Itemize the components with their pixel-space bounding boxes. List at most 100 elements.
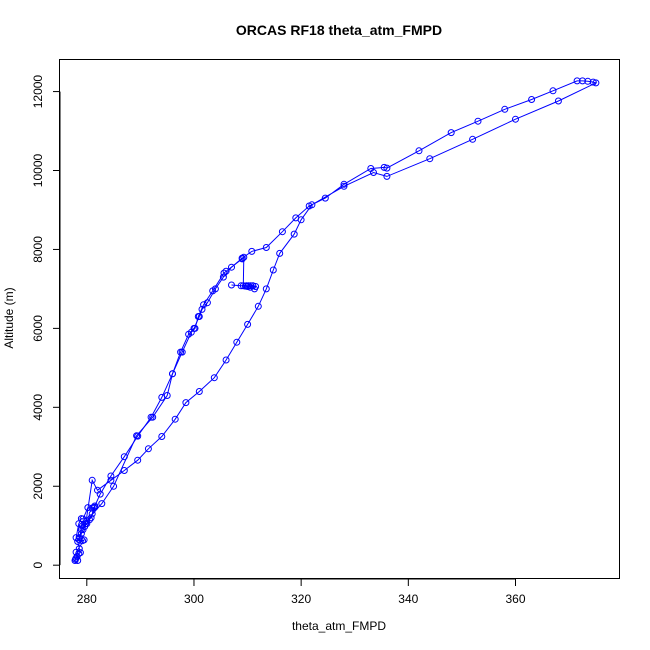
data-point <box>83 517 91 525</box>
data-point <box>233 338 241 346</box>
data-point <box>194 313 202 320</box>
data-point <box>501 105 509 113</box>
data-point <box>573 77 581 85</box>
data-point <box>80 536 88 544</box>
data-point <box>169 370 176 378</box>
data-point <box>278 228 286 236</box>
data-point <box>380 163 388 171</box>
data-point <box>262 285 270 293</box>
data-point <box>383 164 391 172</box>
data-point <box>262 244 270 251</box>
data-point <box>549 87 557 95</box>
y-tick-label: 10000 <box>31 154 45 188</box>
data-point <box>469 135 477 143</box>
data-point <box>579 77 586 85</box>
data-point <box>447 129 455 137</box>
x-tick-label: 340 <box>398 592 418 606</box>
data-point <box>276 249 284 257</box>
data-point <box>79 515 87 523</box>
data-point <box>269 266 277 274</box>
series-line <box>74 80 598 561</box>
data-point <box>76 549 84 557</box>
data-point <box>74 557 82 564</box>
data-point <box>144 445 152 453</box>
y-tick-label: 6000 <box>31 315 45 342</box>
y-axis: 0 2000 4000 6000 8000 10000 12000 <box>31 75 61 569</box>
data-point <box>72 548 80 556</box>
y-tick-label: 8000 <box>31 236 45 263</box>
data-point <box>340 180 348 188</box>
data-point <box>134 456 142 464</box>
data-point <box>248 247 256 255</box>
plot-frame <box>59 59 620 579</box>
data-point <box>245 282 253 290</box>
data-point <box>171 415 179 423</box>
series-layer <box>71 77 600 564</box>
data-point <box>512 115 519 123</box>
data-point <box>88 476 96 484</box>
data-point <box>228 263 235 271</box>
data-point <box>79 522 86 530</box>
data-point <box>340 182 348 190</box>
data-point <box>98 500 106 508</box>
data-point <box>370 169 377 176</box>
data-point <box>195 388 203 395</box>
y-tick-label: 2000 <box>31 473 45 500</box>
data-point <box>187 328 195 336</box>
data-point <box>222 267 230 275</box>
data-point <box>133 432 141 440</box>
data-point <box>297 216 305 224</box>
chart-title: ORCAS RF18 theta_atm_FMPD <box>236 22 442 38</box>
data-point <box>84 504 92 512</box>
data-point <box>244 320 252 328</box>
data-point <box>290 230 298 238</box>
data-point <box>241 282 249 290</box>
y-tick-label: 4000 <box>31 394 45 421</box>
data-point <box>584 77 592 85</box>
data-point <box>474 117 482 125</box>
data-point <box>210 374 218 382</box>
x-tick-label: 280 <box>77 592 97 606</box>
series-2 <box>72 253 260 542</box>
y-axis-label: Altitude (m) <box>2 287 16 348</box>
data-point <box>107 476 115 484</box>
data-point <box>254 302 262 310</box>
data-point <box>220 269 228 277</box>
x-tick-label: 300 <box>184 592 204 606</box>
data-point <box>240 253 248 261</box>
data-point <box>200 301 208 309</box>
data-point <box>383 172 391 180</box>
data-point <box>107 472 115 480</box>
data-point <box>554 97 562 105</box>
series-1 <box>71 77 600 564</box>
data-point <box>77 526 85 534</box>
x-axis: 280 300 320 340 360 <box>77 578 526 606</box>
data-point <box>209 287 217 295</box>
data-point <box>237 282 245 290</box>
data-point <box>178 348 186 356</box>
y-tick-label: 0 <box>31 562 45 569</box>
x-tick-label: 320 <box>291 592 311 606</box>
data-point <box>191 324 199 332</box>
data-point <box>415 147 423 155</box>
data-point <box>72 534 80 542</box>
data-point <box>149 413 157 421</box>
data-point <box>94 486 101 494</box>
data-point <box>426 155 434 163</box>
data-point <box>77 530 85 538</box>
data-point <box>222 356 230 364</box>
data-point <box>308 201 316 209</box>
x-tick-label: 360 <box>505 592 525 606</box>
data-point <box>528 96 536 103</box>
data-point <box>321 194 329 202</box>
data-point <box>228 281 235 289</box>
data-point <box>158 433 166 440</box>
data-point <box>110 482 118 490</box>
data-point <box>182 399 190 407</box>
data-point <box>238 255 246 263</box>
data-point <box>163 392 171 399</box>
data-point <box>198 305 206 313</box>
data-point <box>91 503 99 511</box>
